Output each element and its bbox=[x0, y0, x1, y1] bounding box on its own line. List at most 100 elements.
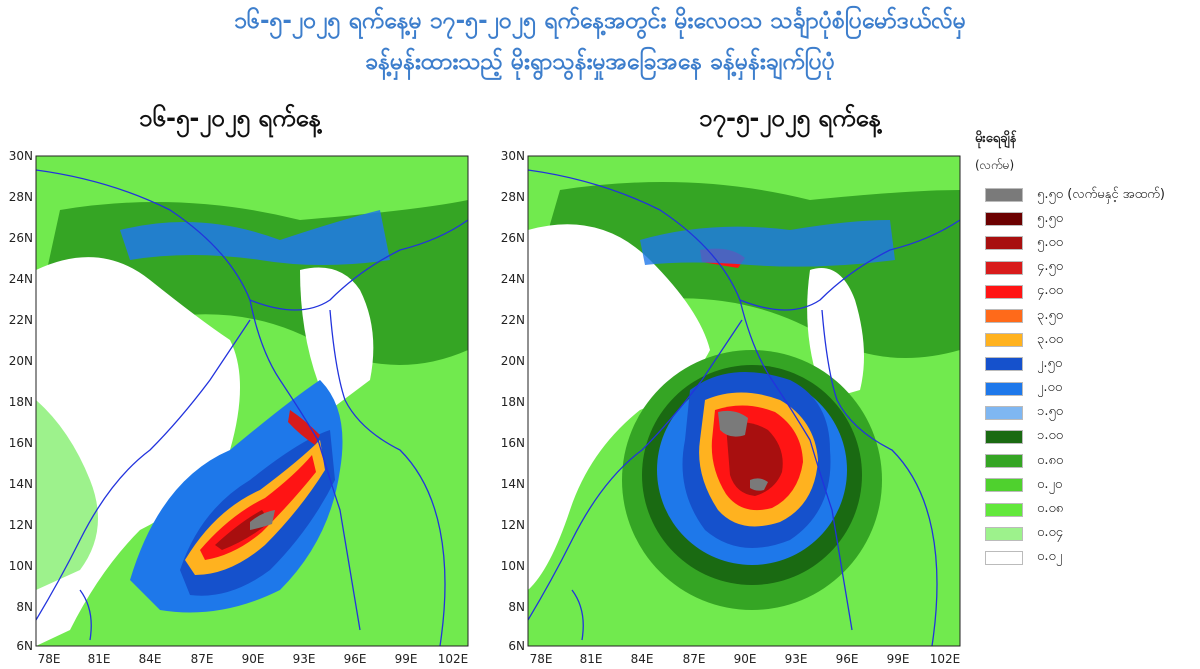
legend-label: ၂.၀၀ bbox=[1037, 380, 1063, 396]
legend-item: ၀.၀၈ bbox=[975, 497, 1200, 521]
lat-tick-label: 20N bbox=[9, 354, 33, 368]
lat-tick-label: 24N bbox=[501, 272, 525, 286]
lat-tick-label: 18N bbox=[501, 395, 525, 409]
map-frame bbox=[35, 155, 469, 647]
legend-swatch bbox=[985, 381, 1023, 396]
lat-tick-label: 18N bbox=[9, 395, 33, 409]
legend-swatch bbox=[985, 260, 1023, 275]
lon-tick-label: 93E bbox=[785, 652, 808, 666]
lat-tick-label: 30N bbox=[9, 150, 33, 163]
lon-tick-label: 102E bbox=[438, 652, 469, 666]
legend-swatch bbox=[985, 429, 1023, 444]
legend-label: ၅.၅၀ (လက်မနှင့် အထက်) bbox=[1037, 186, 1165, 202]
legend-swatch bbox=[985, 212, 1023, 227]
lat-tick-label: 16N bbox=[501, 436, 525, 450]
lon-tick-label: 87E bbox=[683, 652, 706, 666]
legend-unit: (လက်မ) bbox=[975, 158, 1015, 172]
lon-tick-label: 84E bbox=[631, 652, 654, 666]
legend-swatch bbox=[985, 188, 1023, 203]
lat-axis: 30N 28N 26N 24N 22N 20N 18N 16N 14N 12N … bbox=[9, 150, 33, 653]
legend-label: ၀.၀၈ bbox=[1037, 501, 1064, 517]
legend-item: ၁.၅၀ bbox=[975, 401, 1200, 425]
lat-tick-label: 10N bbox=[9, 559, 33, 573]
rainfall-field bbox=[528, 156, 960, 646]
legend-item: ၀.၈၀ bbox=[975, 449, 1200, 473]
lon-tick-label: 96E bbox=[344, 652, 367, 666]
legend-item: ၃.၅၀ bbox=[975, 304, 1200, 328]
map-title-day-2: ၁၇-၅-၂၀၂၅ ရက်နေ့ bbox=[698, 104, 882, 132]
header-line-1: ၁၆-၅-၂၀၂၅ ရက်နေ့မှ ၁၇-၅-၂၀၂၅ ရက်နေ့အတွင်… bbox=[234, 8, 966, 34]
legend-label: ၁.၅၀ bbox=[1037, 404, 1064, 420]
legend-swatch bbox=[985, 526, 1023, 541]
legend-label: ၀.၈၀ bbox=[1037, 452, 1064, 468]
lat-tick-label: 12N bbox=[501, 518, 525, 532]
legend-label: ၀.၂၀ bbox=[1037, 476, 1063, 492]
header-line-2: ခန့်မှန်းထားသည့် မိုးရွာသွန်းမှုအခြေအနေ … bbox=[365, 49, 835, 75]
lon-tick-label: 99E bbox=[395, 652, 418, 666]
lat-tick-label: 22N bbox=[501, 313, 525, 327]
lon-axis: 78E 81E 84E 87E 90E 93E 96E 99E 102E bbox=[530, 652, 961, 666]
lat-tick-label: 8N bbox=[16, 600, 33, 614]
lat-tick-label: 26N bbox=[501, 231, 525, 245]
legend-items: ၅.၅၀ (လက်မနှင့် အထက်) ၅.၅၀၅.၀၀၄.၅၀၄.၀၀၃.၅… bbox=[975, 183, 1200, 570]
legend-swatch bbox=[985, 550, 1023, 565]
lat-axis: 30N 28N 26N 24N 22N 20N 18N 16N 14N 12N … bbox=[501, 150, 525, 653]
legend-label: ၁.၀၀ bbox=[1037, 428, 1064, 444]
lon-tick-label: 81E bbox=[580, 652, 603, 666]
legend-label: ၄.၅၀ bbox=[1037, 259, 1064, 275]
legend-item: ၂.၅၀ bbox=[975, 352, 1200, 376]
map-frame bbox=[527, 155, 961, 647]
lat-tick-label: 30N bbox=[501, 150, 525, 163]
legend-item: ၀.၀၂ bbox=[975, 546, 1200, 570]
rainfall-field bbox=[36, 156, 468, 646]
lat-tick-label: 24N bbox=[9, 272, 33, 286]
legend-label: ၀.၀၄ bbox=[1037, 525, 1064, 541]
legend-item: ၅.၀၀ bbox=[975, 231, 1200, 255]
map-title-day-1: ၁၆-၅-၂၀၂၅ ရက်နေ့ bbox=[138, 104, 322, 132]
legend-item: ၀.၂၀ bbox=[975, 473, 1200, 497]
legend-label: ၂.၅၀ bbox=[1037, 355, 1063, 371]
legend-swatch bbox=[985, 405, 1023, 420]
legend-label: ၀.၀၂ bbox=[1037, 549, 1063, 565]
legend-label: ၃.၅၀ bbox=[1037, 307, 1064, 323]
legend-item: ၃.၀၀ bbox=[975, 328, 1200, 352]
lat-tick-label: 22N bbox=[9, 313, 33, 327]
lon-tick-label: 90E bbox=[734, 652, 757, 666]
legend-swatch bbox=[985, 284, 1023, 299]
lon-tick-label: 99E bbox=[887, 652, 910, 666]
lon-tick-label: 78E bbox=[530, 652, 553, 666]
lat-tick-label: 16N bbox=[9, 436, 33, 450]
lat-tick-label: 28N bbox=[9, 190, 33, 204]
legend-swatch bbox=[985, 478, 1023, 493]
coastline-boundary bbox=[36, 169, 468, 646]
lon-tick-label: 96E bbox=[836, 652, 859, 666]
legend-heading: မိုးရေချိန် bbox=[975, 131, 1017, 146]
legend-label: ၄.၀၀ bbox=[1037, 283, 1064, 299]
lon-tick-label: 78E bbox=[38, 652, 61, 666]
legend-item: ၅.၅၀ bbox=[975, 207, 1200, 231]
lat-tick-label: 12N bbox=[9, 518, 33, 532]
lat-tick-label: 14N bbox=[9, 477, 33, 491]
legend-swatch bbox=[985, 454, 1023, 469]
lon-tick-label: 81E bbox=[88, 652, 111, 666]
lon-axis: 78E 81E 84E 87E 90E 93E 96E 99E 102E bbox=[38, 652, 469, 666]
legend-label: ၅.၅၀ bbox=[1037, 210, 1064, 226]
legend-item: ၂.၀၀ bbox=[975, 377, 1200, 401]
legend-label: ၅.၀၀ bbox=[1037, 234, 1064, 250]
legend-swatch bbox=[985, 357, 1023, 372]
legend-label: ၃.၀၀ bbox=[1037, 331, 1064, 347]
lon-tick-label: 90E bbox=[242, 652, 265, 666]
coastline-boundary bbox=[528, 169, 960, 646]
legend-item: ၄.၀၀ bbox=[975, 280, 1200, 304]
lat-tick-label: 6N bbox=[16, 639, 33, 653]
lat-tick-label: 26N bbox=[9, 231, 33, 245]
legend-swatch bbox=[985, 502, 1023, 517]
lat-tick-label: 8N bbox=[508, 600, 525, 614]
lat-tick-label: 28N bbox=[501, 190, 525, 204]
rainfall-legend: မိုးရေချိန် (လက်မ) ၅.၅၀ (လက်မနှင့် အထက်)… bbox=[975, 130, 1200, 570]
legend-swatch bbox=[985, 309, 1023, 324]
lat-tick-label: 10N bbox=[501, 559, 525, 573]
legend-item: ၁.၀၀ bbox=[975, 425, 1200, 449]
lon-tick-label: 84E bbox=[139, 652, 162, 666]
lon-tick-label: 102E bbox=[930, 652, 961, 666]
